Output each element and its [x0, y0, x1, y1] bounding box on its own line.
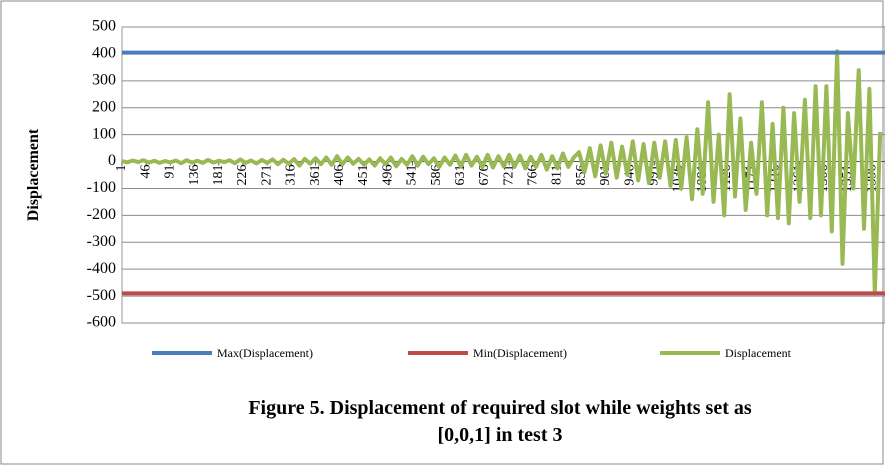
- y-axis-label: Displacement: [25, 128, 42, 221]
- x-tick-label: 631: [453, 165, 468, 186]
- y-tick-label: -300: [87, 233, 116, 250]
- x-tick-label: 766: [526, 165, 541, 186]
- y-tick-label: 300: [92, 71, 116, 88]
- x-tick-label: 721: [501, 165, 516, 186]
- x-tick-label: 316: [284, 165, 299, 186]
- x-tick-label: 46: [138, 165, 153, 179]
- x-tick-label: 811: [550, 165, 565, 185]
- y-tick-label: 200: [92, 98, 116, 115]
- y-tick-label: 500: [92, 18, 116, 35]
- y-tick-label: -100: [87, 179, 116, 196]
- x-tick-label: 361: [308, 165, 323, 186]
- y-tick-label: -500: [87, 287, 116, 304]
- y-tick-label: 100: [92, 125, 116, 142]
- x-tick-label: 406: [332, 165, 347, 186]
- x-tick-label: 271: [259, 165, 274, 186]
- x-tick-label: 496: [380, 165, 395, 186]
- legend-label: Min(Displacement): [473, 346, 567, 360]
- x-tick-label: 226: [235, 165, 250, 186]
- legend-label: Max(Displacement): [217, 346, 313, 360]
- y-tick-label: 400: [92, 45, 116, 62]
- x-tick-label: 451: [356, 165, 371, 186]
- legend-label: Displacement: [725, 346, 792, 360]
- x-tick-label: 541: [405, 165, 420, 186]
- y-tick-label: -600: [87, 314, 116, 331]
- x-tick-label: 181: [211, 165, 226, 186]
- x-tick-label: 676: [477, 165, 492, 186]
- y-tick-label: 0: [108, 152, 116, 169]
- series-line: [122, 49, 883, 296]
- x-tick-label: 1: [114, 165, 129, 172]
- y-tick-label: -400: [87, 260, 116, 277]
- caption: [0,0,1] in test 3: [438, 424, 563, 446]
- x-tick-label: 136: [187, 165, 202, 186]
- x-tick-label: 586: [429, 165, 444, 186]
- y-tick-label: -200: [87, 206, 116, 223]
- caption: Figure 5. Displacement of required slot …: [248, 397, 752, 419]
- x-tick-label: 91: [163, 165, 178, 179]
